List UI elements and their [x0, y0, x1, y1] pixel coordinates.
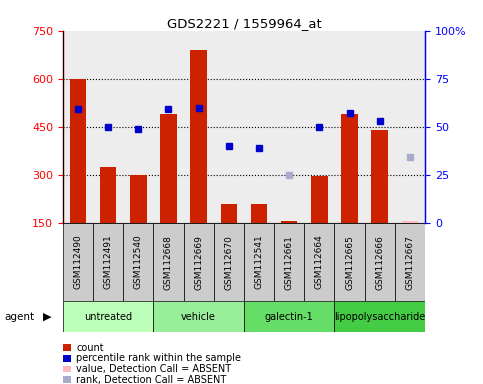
Bar [184, 31, 213, 223]
Bar [274, 31, 304, 223]
Text: GSM112668: GSM112668 [164, 235, 173, 290]
Text: count: count [76, 343, 104, 353]
Bar [213, 223, 244, 301]
Bar [63, 31, 93, 223]
Bar [70, 79, 86, 223]
Bar [123, 223, 154, 301]
Text: GSM112667: GSM112667 [405, 235, 414, 290]
Bar [154, 31, 184, 223]
Bar [100, 167, 116, 223]
Text: untreated: untreated [84, 312, 132, 322]
Text: vehicle: vehicle [181, 312, 216, 322]
Text: GSM112670: GSM112670 [224, 235, 233, 290]
Bar [93, 31, 123, 223]
Bar [221, 204, 237, 223]
Bar [334, 223, 365, 301]
Text: GSM112661: GSM112661 [284, 235, 294, 290]
Text: GSM112664: GSM112664 [315, 235, 324, 290]
Bar [304, 31, 334, 223]
Bar [93, 223, 123, 301]
Text: agent: agent [5, 312, 35, 322]
Bar [63, 223, 93, 301]
Bar [395, 31, 425, 223]
Bar [184, 223, 213, 301]
Bar [402, 221, 418, 223]
Bar [63, 301, 154, 332]
Bar [274, 223, 304, 301]
Bar [130, 175, 146, 223]
Text: ▶: ▶ [43, 312, 51, 322]
Bar [341, 114, 358, 223]
Bar [244, 223, 274, 301]
Bar [304, 223, 334, 301]
Text: GSM112666: GSM112666 [375, 235, 384, 290]
Text: percentile rank within the sample: percentile rank within the sample [76, 353, 242, 363]
Bar [281, 221, 298, 223]
Bar [334, 301, 425, 332]
Bar [244, 31, 274, 223]
Bar [334, 31, 365, 223]
Text: lipopolysaccharide: lipopolysaccharide [334, 312, 426, 322]
Text: rank, Detection Call = ABSENT: rank, Detection Call = ABSENT [76, 375, 227, 384]
Text: galectin-1: galectin-1 [265, 312, 313, 322]
Bar [371, 130, 388, 223]
Title: GDS2221 / 1559964_at: GDS2221 / 1559964_at [167, 17, 321, 30]
Bar [160, 114, 177, 223]
Bar [365, 31, 395, 223]
Bar [244, 301, 334, 332]
Text: GSM112491: GSM112491 [103, 235, 113, 290]
Text: GSM112541: GSM112541 [255, 235, 264, 290]
Bar [213, 31, 244, 223]
Text: GSM112490: GSM112490 [73, 235, 83, 290]
Bar [251, 204, 267, 223]
Bar [190, 50, 207, 223]
Bar [154, 301, 244, 332]
Bar [154, 223, 184, 301]
Bar [123, 31, 154, 223]
Text: GSM112540: GSM112540 [134, 235, 143, 290]
Bar [365, 223, 395, 301]
Bar [311, 176, 327, 223]
Bar [395, 223, 425, 301]
Text: GSM112669: GSM112669 [194, 235, 203, 290]
Text: GSM112665: GSM112665 [345, 235, 354, 290]
Text: value, Detection Call = ABSENT: value, Detection Call = ABSENT [76, 364, 231, 374]
